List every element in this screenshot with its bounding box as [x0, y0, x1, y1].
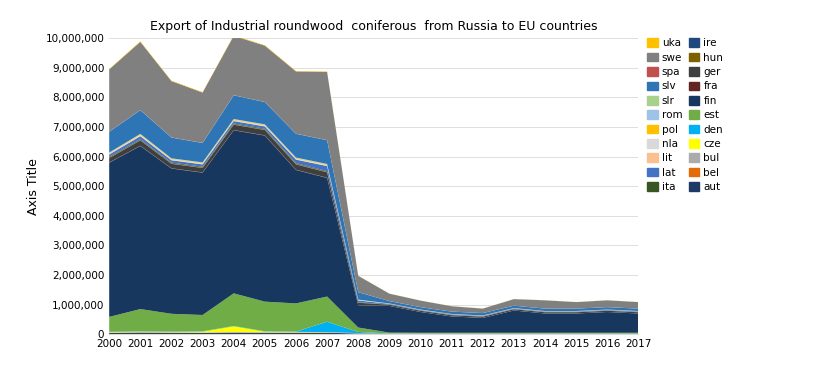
Title: Export of Industrial roundwood  coniferous  from Russia to EU countries: Export of Industrial roundwood coniferou…: [150, 20, 597, 33]
Legend: uka, swe, spa, slv, slr, rom, pol, nla, lit, lat, ita, ire, hun, ger, fra, fin, : uka, swe, spa, slv, slr, rom, pol, nla, …: [646, 37, 724, 193]
Y-axis label: Axis Title: Axis Title: [27, 158, 40, 215]
